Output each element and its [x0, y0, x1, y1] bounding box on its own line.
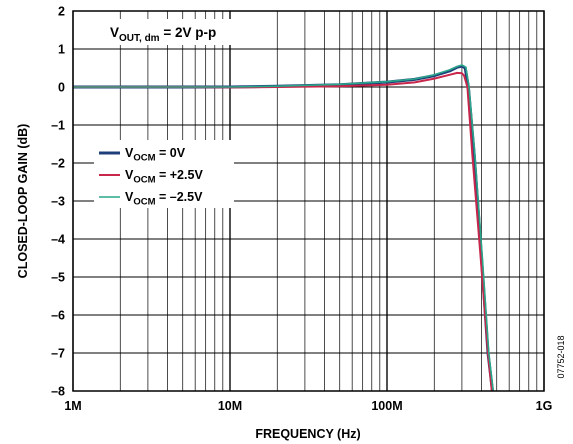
legend-label-subscript: OCM: [133, 175, 155, 186]
legend-item-vocm-0v: VOCM = 0V: [99, 146, 186, 164]
legend-label-rest: = +2.5V: [156, 168, 204, 182]
annotation-text: VOUT, dm = 2V p-p: [110, 25, 216, 44]
y-tick-label: –3: [51, 195, 65, 209]
legend-label: VOCM = –2.5V: [125, 190, 203, 208]
series-line-2: [73, 64, 494, 392]
y-tick-label: –6: [51, 309, 65, 323]
legend-label-rest: = 0V: [156, 146, 186, 160]
x-tick-label: 10M: [218, 399, 242, 413]
tick-labels: 2 1 0 –1 –2 –3 –4 –5 –6 –7 –81M 10M 100M 1G: [51, 5, 552, 414]
legend-label-subscript: OCM: [133, 197, 155, 208]
legend-item-vocm-plus-2-5v: VOCM = +2.5V: [99, 168, 203, 186]
annotation-background: [104, 19, 264, 45]
legend-label-rest: = –2.5V: [156, 190, 204, 204]
y-tick-label: –7: [51, 347, 65, 361]
legend-label: VOCM = 0V: [125, 146, 186, 164]
figure-id-label: 07752-018: [556, 335, 566, 378]
annotation-rest: = 2V p-p: [160, 25, 217, 40]
x-tick-label: 100M: [371, 399, 402, 413]
condition-annotation: VOUT, dm = 2V p-p: [104, 19, 264, 45]
legend-label-subscript: OCM: [133, 153, 155, 164]
series-layer: [73, 64, 494, 392]
x-axis-label: FREQUENCY (Hz): [255, 427, 360, 441]
y-tick-label: –4: [51, 233, 65, 247]
legend: VOCM = 0V VOCM = +2.5V VOCM = –2.5V: [94, 140, 234, 208]
y-tick-label: –8: [51, 385, 65, 399]
legend-label-main: V: [125, 190, 134, 204]
x-tick-label: 1G: [536, 399, 553, 413]
y-tick-label: –2: [51, 157, 65, 171]
y-tick-label: –1: [51, 119, 65, 133]
y-axis-label: CLOSED-LOOP GAIN (dB): [16, 124, 30, 279]
y-tick-label: 0: [58, 81, 65, 95]
annotation-main: V: [110, 25, 119, 40]
plot-area-frame: [72, 10, 545, 392]
y-tick-label: –5: [51, 271, 65, 285]
legend-label-main: V: [125, 146, 134, 160]
x-tick-label: 1M: [64, 399, 81, 413]
legend-label-main: V: [125, 168, 134, 182]
y-tick-label: 2: [58, 5, 65, 19]
annotation-subscript: OUT, dm: [119, 33, 160, 44]
y-tick-label: 1: [58, 43, 65, 57]
legend-item-vocm-minus-2-5v: VOCM = –2.5V: [99, 190, 203, 208]
legend-label: VOCM = +2.5V: [125, 168, 203, 186]
